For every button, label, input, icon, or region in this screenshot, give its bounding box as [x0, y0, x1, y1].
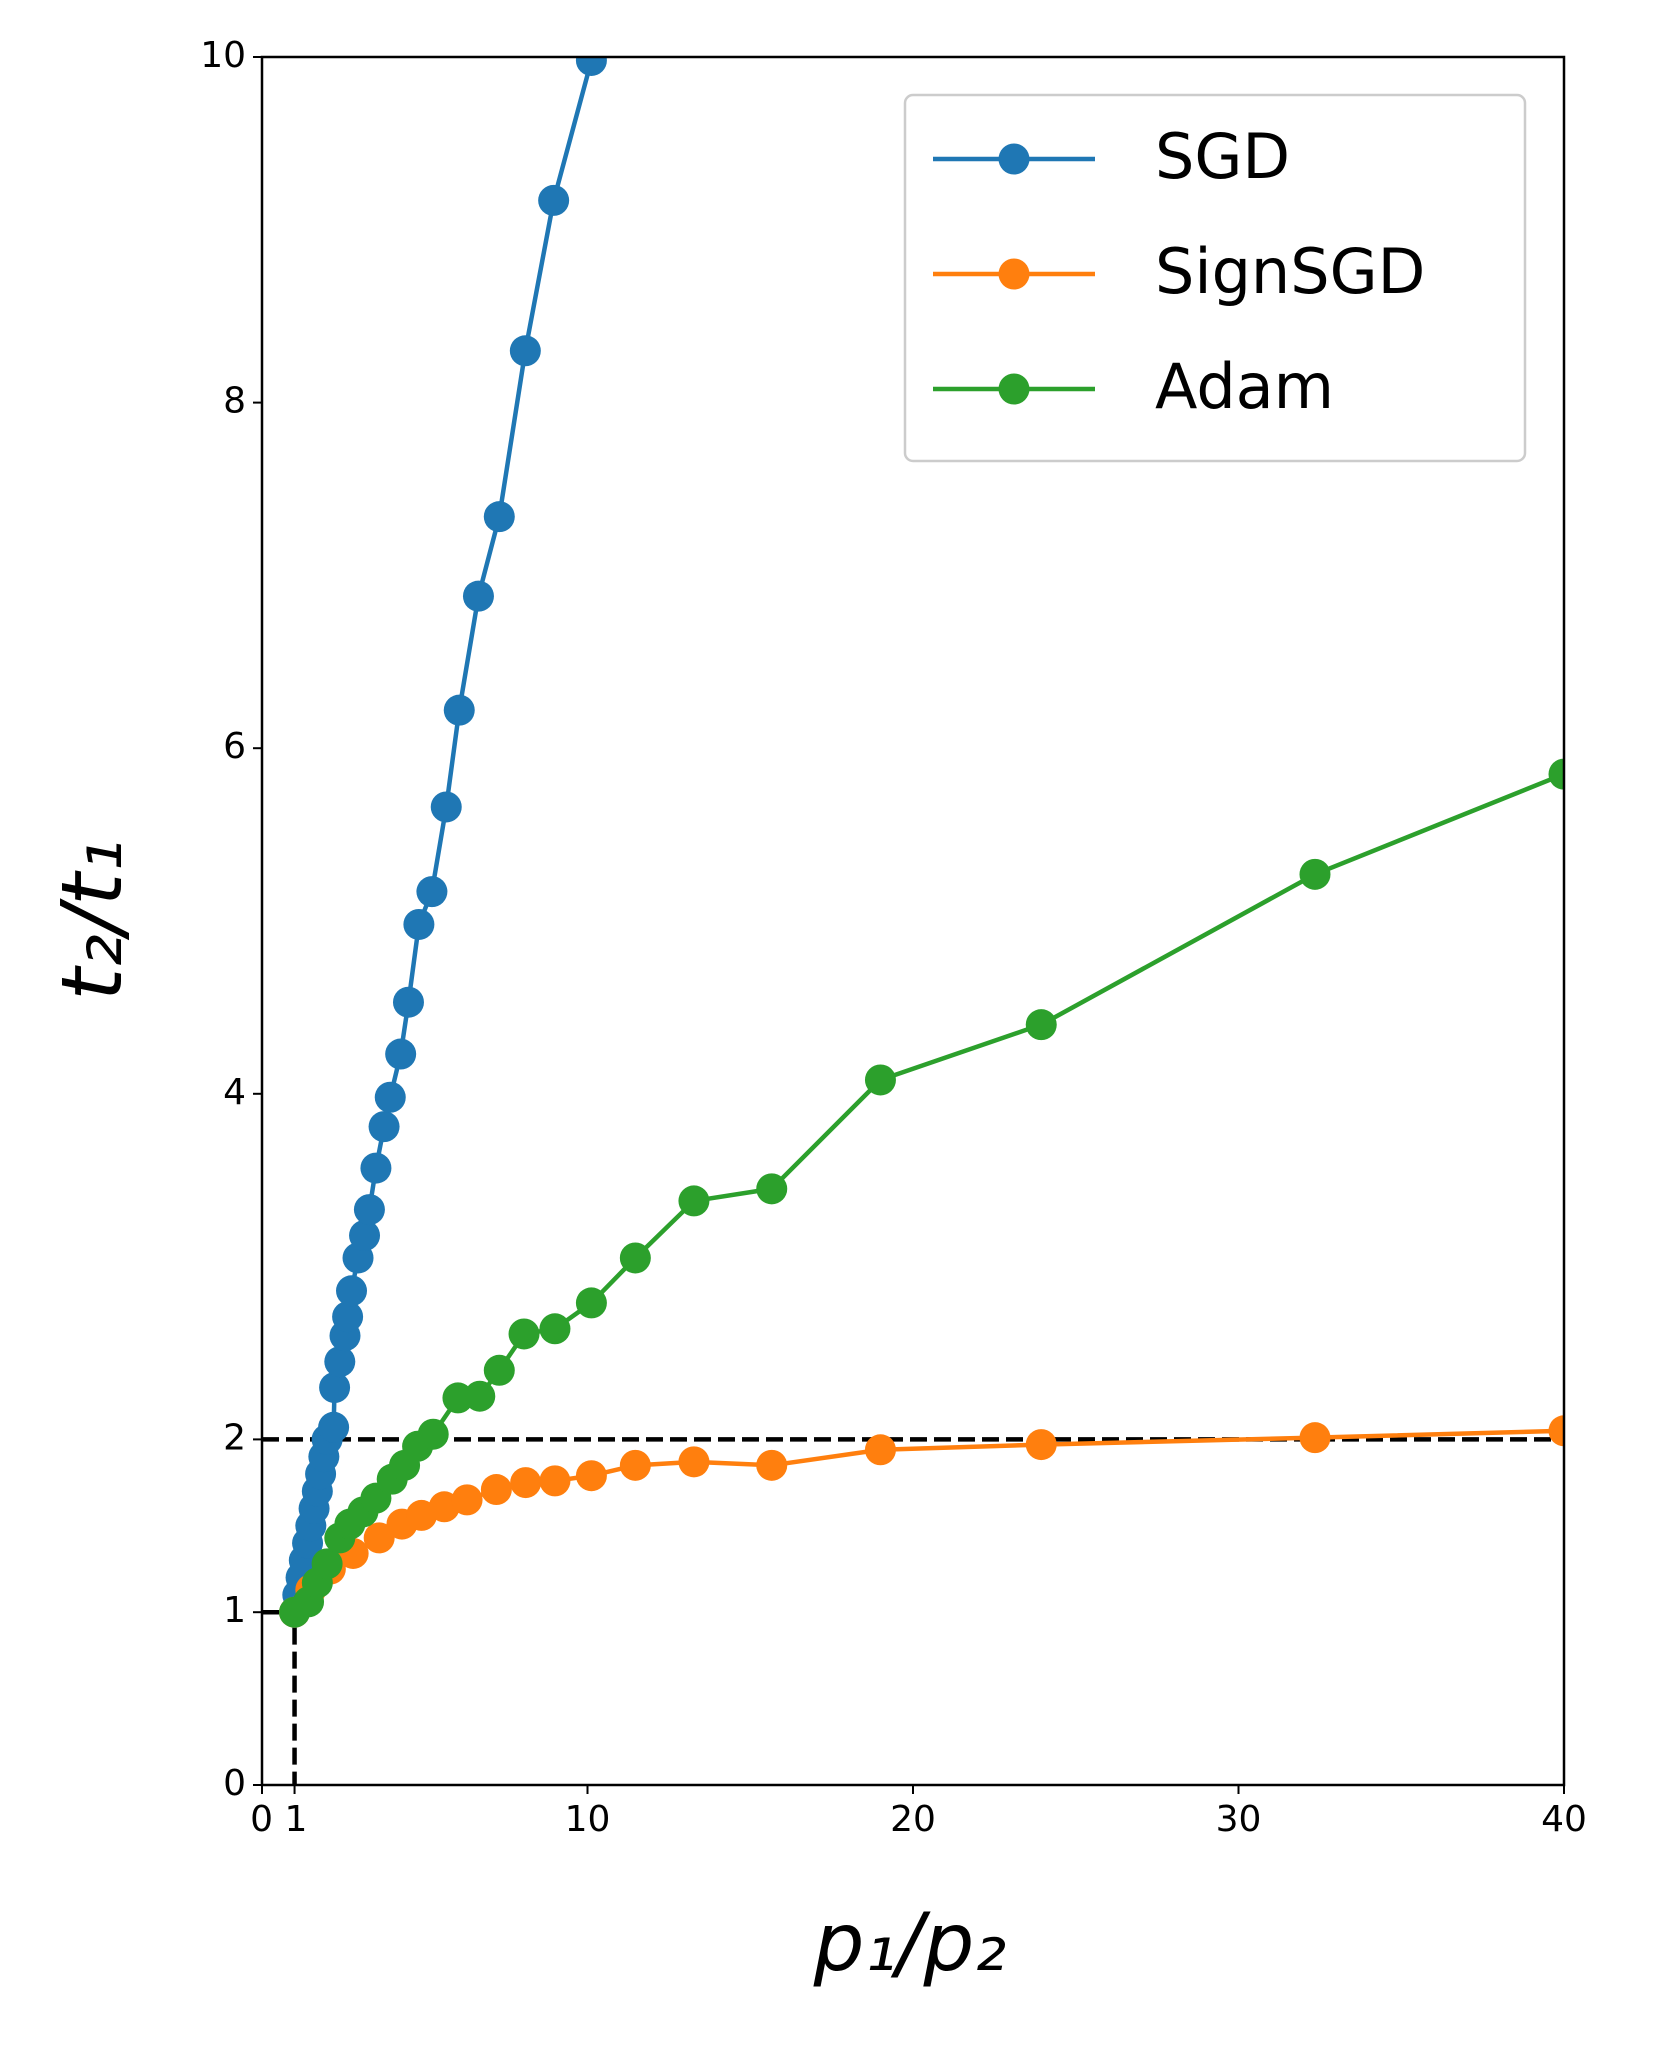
data-point	[353, 1194, 385, 1226]
x-tick-label: 40	[1541, 1799, 1587, 1840]
data-point	[575, 57, 607, 76]
data-point	[538, 184, 570, 216]
data-point	[430, 791, 462, 823]
data-point	[508, 1318, 540, 1350]
data-point	[311, 1548, 343, 1580]
data-point	[462, 580, 494, 612]
data-point	[349, 1219, 381, 1251]
y-tick-label: 10	[200, 35, 246, 76]
data-point	[1025, 1429, 1057, 1461]
data-point	[416, 876, 448, 908]
data-point	[324, 1346, 356, 1378]
data-point	[363, 1522, 395, 1554]
legend-label: SignSGD	[1155, 235, 1425, 308]
data-point	[318, 1411, 350, 1443]
legend-marker	[998, 143, 1030, 175]
data-point	[374, 1081, 406, 1113]
data-point	[403, 908, 435, 940]
x-tick-label: 20	[890, 1799, 936, 1840]
data-point	[336, 1275, 368, 1307]
data-point	[619, 1449, 651, 1481]
x-tick-label: 10	[565, 1799, 611, 1840]
data-point	[483, 1354, 515, 1386]
data-point	[619, 1242, 651, 1274]
x-tick-label: 30	[1216, 1799, 1262, 1840]
data-point	[539, 1465, 571, 1497]
x-tick-label: 0	[250, 1799, 273, 1840]
data-point	[1299, 858, 1331, 890]
y-tick-label: 2	[223, 1417, 246, 1458]
legend-marker	[998, 373, 1030, 405]
data-point	[464, 1380, 496, 1412]
data-point	[510, 1467, 542, 1499]
data-point	[392, 986, 424, 1018]
data-point	[332, 1301, 364, 1333]
data-point	[451, 1484, 483, 1516]
data-point	[864, 1064, 896, 1096]
y-tick-label: 0	[223, 1763, 246, 1804]
data-point	[575, 1287, 607, 1319]
legend-marker	[998, 258, 1030, 290]
x-tick-label: 1	[285, 1799, 308, 1840]
legend-label: Adam	[1155, 350, 1334, 423]
legend-box	[903, 93, 1527, 463]
plot-area	[262, 57, 1564, 1785]
reference-line	[262, 1609, 297, 1785]
data-point	[756, 1173, 788, 1205]
y-tick-label: 8	[223, 381, 246, 422]
data-point	[539, 1313, 571, 1345]
data-point	[483, 501, 515, 533]
data-point	[385, 1038, 417, 1070]
data-point	[509, 335, 541, 367]
y-tick-label: 4	[223, 1072, 246, 1113]
data-point	[678, 1185, 710, 1217]
data-point	[1548, 1415, 1564, 1447]
x-axis-label: p₁/p₂	[813, 1896, 1007, 1989]
data-point	[575, 1460, 607, 1492]
data-point	[864, 1434, 896, 1466]
data-point	[480, 1474, 512, 1506]
legend-label: SGD	[1155, 120, 1290, 193]
y-tick-label: 1	[223, 1590, 246, 1631]
data-point	[756, 1449, 788, 1481]
data-point	[319, 1372, 351, 1404]
data-point	[1025, 1009, 1057, 1041]
data-point	[368, 1111, 400, 1143]
data-point	[417, 1418, 449, 1450]
series-line	[292, 1428, 1564, 1614]
data-point	[1299, 1422, 1331, 1454]
y-tick-label: 6	[223, 726, 246, 767]
y-axis-label: t₂/t₁	[43, 839, 141, 1001]
data-point	[1548, 758, 1564, 790]
data-point	[443, 694, 475, 726]
data-point	[360, 1152, 392, 1184]
axes-frame	[260, 55, 1566, 1787]
data-point	[678, 1446, 710, 1478]
